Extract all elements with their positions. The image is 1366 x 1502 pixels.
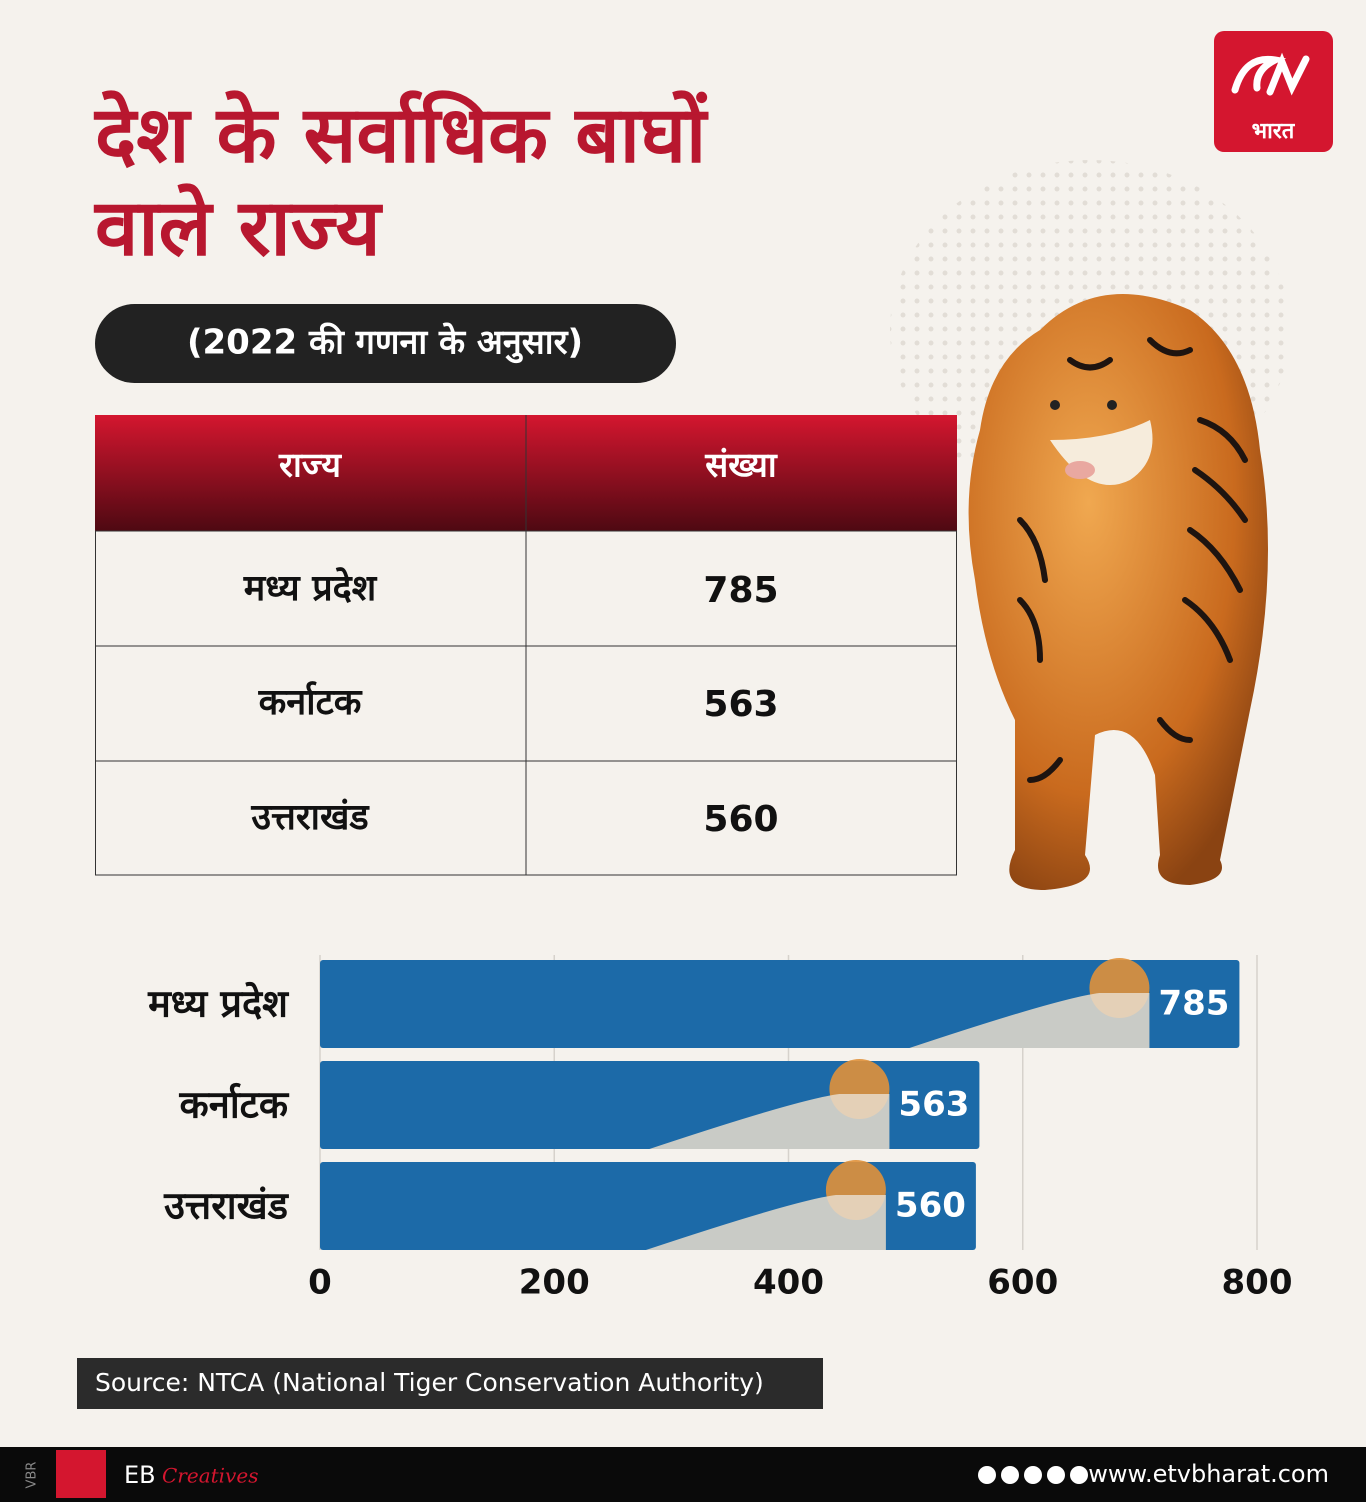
bar-decoration — [645, 1195, 886, 1250]
x-tick-label: 800 — [1222, 1263, 1293, 1303]
table-cell: 563 — [703, 684, 778, 725]
logo-mark — [1231, 52, 1310, 96]
table-column-header: संख्या — [704, 446, 778, 486]
social-icons — [978, 1466, 1088, 1484]
logo-text: भारत — [1252, 119, 1296, 144]
source: Source: NTCA (National Tiger Conservatio… — [95, 1368, 764, 1397]
subtitle: (2022 की गणना के अनुसार) — [187, 322, 583, 364]
table-cell: 785 — [703, 570, 778, 611]
x-tick-label: 0 — [308, 1263, 332, 1303]
footer-brand-script: Creatives — [162, 1464, 258, 1488]
bar-decoration — [909, 993, 1150, 1048]
footer — [0, 1447, 1366, 1502]
y-tick-label: उत्तराखंड — [163, 1184, 290, 1228]
table-cell: उत्तराखंड — [250, 797, 370, 838]
footer-brand: EB — [124, 1461, 156, 1489]
bar-decoration — [649, 1094, 890, 1149]
title: वाले राज्य — [93, 182, 383, 273]
footer-logo — [56, 1450, 106, 1498]
x-tick-label: 200 — [519, 1263, 590, 1303]
source-box — [77, 1358, 823, 1409]
table-column-header: राज्य — [278, 446, 342, 486]
value-label: 560 — [895, 1186, 966, 1226]
value-label: 563 — [898, 1085, 969, 1125]
table-cell: मध्य प्रदेश — [243, 567, 378, 609]
table-cell: 560 — [703, 799, 778, 840]
x-tick-label: 600 — [987, 1263, 1058, 1303]
tiger-illustration — [968, 294, 1268, 890]
subtitle-pill — [95, 304, 676, 383]
bar-chart: 0 200 400 600 800 मध्य प्रदेश 785 कर्नाटक 563 उत्… — [147, 955, 1292, 1303]
y-tick-label: कर्नाटक — [179, 1083, 290, 1127]
table-cell: कर्नाटक — [258, 681, 363, 723]
value-label: 785 — [1158, 984, 1229, 1024]
x-tick-label: 400 — [753, 1263, 824, 1303]
footer-side: VBR — [25, 1462, 40, 1489]
footer-website: www.etvbharat.com — [1088, 1460, 1329, 1488]
y-tick-label: मध्य प्रदेश — [147, 982, 289, 1026]
title: देश के सर्वाधिक बाघों — [93, 89, 709, 180]
table: राज्य संख्या मध्य प्रदेश 785 कर्नाटक 563… — [95, 415, 957, 876]
